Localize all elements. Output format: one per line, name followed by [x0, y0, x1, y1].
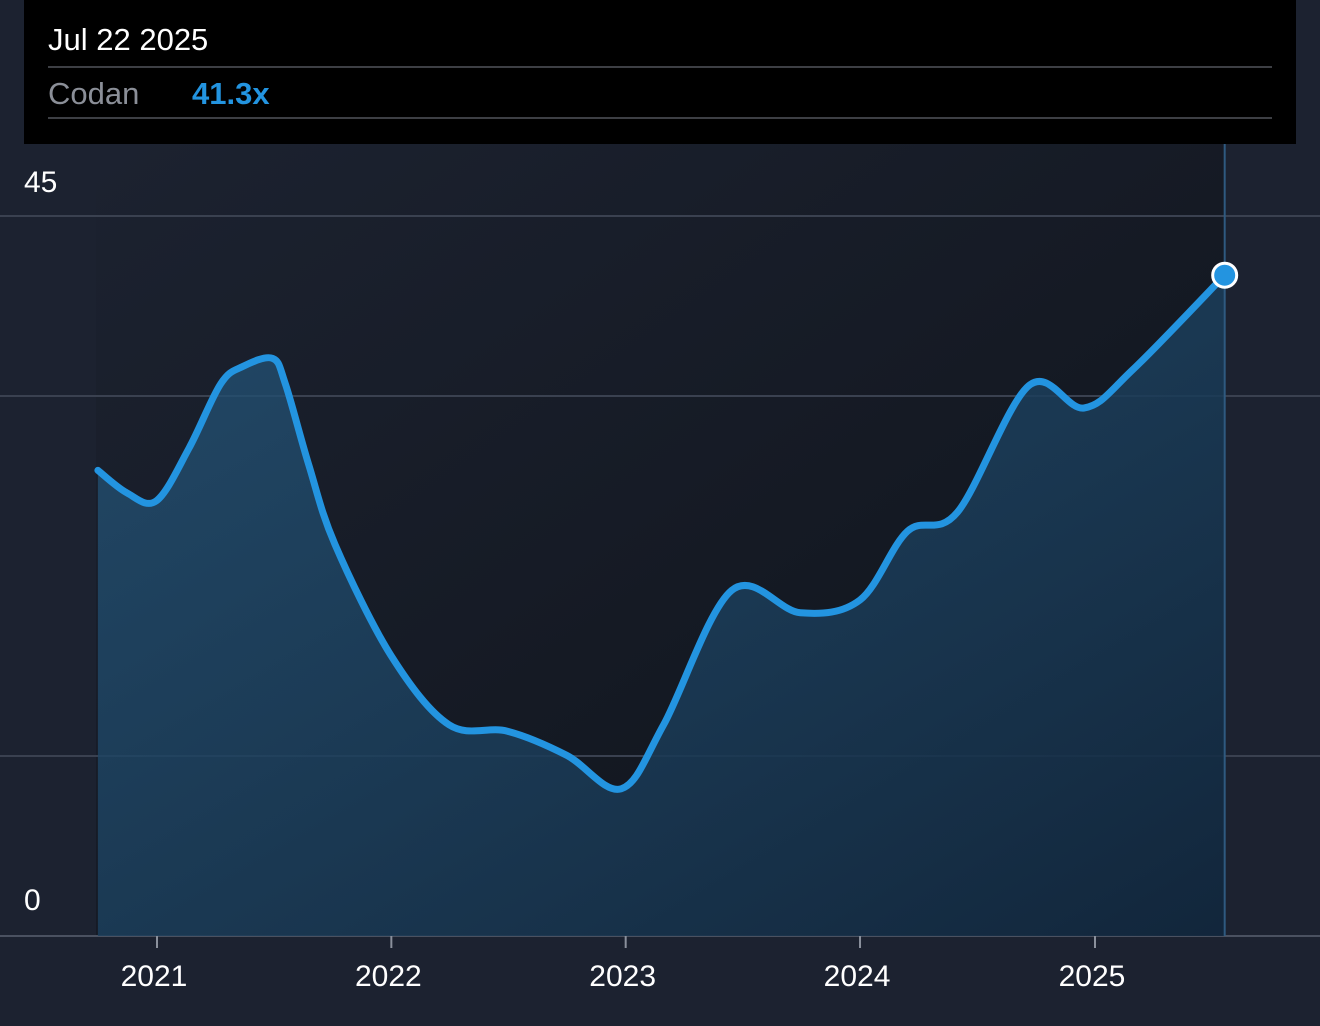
- tooltip-divider: [48, 117, 1272, 119]
- tooltip-series-name: Codan: [48, 76, 140, 111]
- hover-point-marker[interactable]: [1211, 261, 1239, 289]
- y-tick-label: 0: [24, 884, 41, 917]
- x-tick-label: 2023: [589, 960, 656, 993]
- x-tick-label: 2021: [121, 960, 188, 993]
- tooltip: Jul 22 2025 Codan 41.3x: [24, 0, 1296, 144]
- tooltip-divider: [48, 66, 1272, 68]
- series-area: [97, 275, 1225, 936]
- x-tick-label: 2022: [355, 960, 422, 993]
- y-tick-label: 45: [24, 166, 57, 199]
- tooltip-date: Jul 22 2025: [48, 22, 209, 57]
- tooltip-series-value: 41.3x: [192, 76, 270, 111]
- series-line: [94, 271, 1229, 793]
- x-tick-label: 2025: [1059, 960, 1126, 993]
- x-tick-label: 2024: [824, 960, 891, 993]
